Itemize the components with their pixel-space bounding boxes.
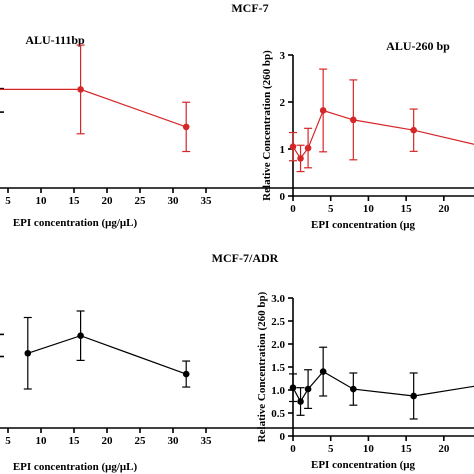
- x-axis-label: EPI concentration (μg/μL): [13, 461, 138, 473]
- y-tick-label: 1: [280, 144, 286, 156]
- x-axis-label: EPI concentration (μg/μL): [13, 217, 138, 229]
- x-tick-label: 0: [290, 443, 296, 455]
- x-tick-label: 20: [438, 443, 450, 455]
- x-tick-label: 15: [401, 203, 413, 215]
- x-tick-label: 5: [5, 195, 11, 207]
- series-line: [0, 88, 187, 128]
- x-axis-label: EPI concentration (μg: [311, 219, 416, 231]
- x-tick-label: 5: [5, 435, 11, 447]
- x-tick-label: 10: [36, 435, 48, 447]
- x-tick-label: 25: [135, 195, 147, 207]
- data-point: [410, 126, 417, 134]
- data-point: [77, 332, 84, 340]
- x-tick-label: 10: [36, 195, 48, 207]
- x-tick-label: 30: [168, 435, 180, 447]
- data-point: [182, 123, 190, 131]
- data-point: [319, 368, 327, 375]
- data-point: [297, 398, 304, 405]
- data-point: [304, 144, 312, 152]
- y-tick-label: 1.5: [271, 362, 285, 374]
- y-tick-label: 0: [280, 191, 286, 203]
- series-line: [292, 370, 474, 403]
- x-tick-label: 35: [201, 435, 213, 447]
- data-point: [182, 370, 190, 378]
- series-line: [292, 109, 474, 160]
- section-title-mcf7-adr: MCF-7/ADR: [212, 251, 279, 265]
- section-title-mcf7: MCF-7: [231, 1, 268, 15]
- data-point: [319, 107, 327, 114]
- x-tick-label: 15: [401, 443, 413, 455]
- chart-panel-alu111-mcf7adr: 5 10 15 20 25 30 35 EPI concentration (μg/μL): [0, 310, 474, 473]
- y-tick-label: 2.5: [271, 316, 285, 328]
- x-tick-label: 20: [102, 435, 114, 447]
- data-point: [77, 86, 84, 93]
- data-point: [297, 155, 304, 162]
- data-point: [304, 385, 312, 393]
- x-tick-label: 15: [69, 435, 81, 447]
- x-tick-label: 5: [328, 203, 334, 215]
- y-tick-label: 3: [280, 50, 286, 62]
- y-tick-label: 3.0: [271, 293, 285, 305]
- x-tick-label: 15: [69, 195, 81, 207]
- x-tick-label: 10: [363, 203, 375, 215]
- data-point: [350, 385, 357, 393]
- x-tick-label: 5: [328, 443, 334, 455]
- y-tick-label: 0: [280, 431, 286, 443]
- chart-title: ALU-260 bp: [386, 39, 450, 53]
- chart-title: ALU-111bp: [25, 33, 85, 47]
- x-axis-label: EPI concentration (μg: [311, 459, 416, 471]
- series-line: [27, 335, 187, 375]
- x-tick-label: 25: [135, 435, 147, 447]
- y-axis-label: Relative Concentration (260 bp): [256, 291, 268, 442]
- chart-panel-alu260-mcf7: ALU-260 bp 0 5 10 15 20 EPI concentration (μg 0…: [261, 39, 474, 231]
- data-point: [24, 349, 32, 357]
- x-tick-label: 35: [201, 195, 213, 207]
- data-point: [350, 116, 357, 124]
- y-tick-label: 2.0: [271, 339, 285, 351]
- x-tick-label: 30: [168, 195, 180, 207]
- data-point: [289, 384, 297, 392]
- chart-panel-alu260-mcf7adr: 0 5 10 15 20 EPI concentration (μg 0 0.5 1.0 1.5 2…: [256, 291, 474, 471]
- y-tick-label: 1.0: [271, 385, 285, 397]
- y-tick-label: 2: [280, 97, 286, 109]
- x-tick-label: 20: [102, 195, 114, 207]
- x-tick-label: 20: [438, 203, 450, 215]
- y-axis-label: Relative Concentration (260 bp): [261, 50, 273, 201]
- data-point: [289, 143, 297, 150]
- x-tick-label: 0: [290, 203, 296, 215]
- x-tick-label: 10: [363, 443, 375, 455]
- data-point: [410, 392, 417, 400]
- y-tick-label: 0.5: [271, 408, 285, 420]
